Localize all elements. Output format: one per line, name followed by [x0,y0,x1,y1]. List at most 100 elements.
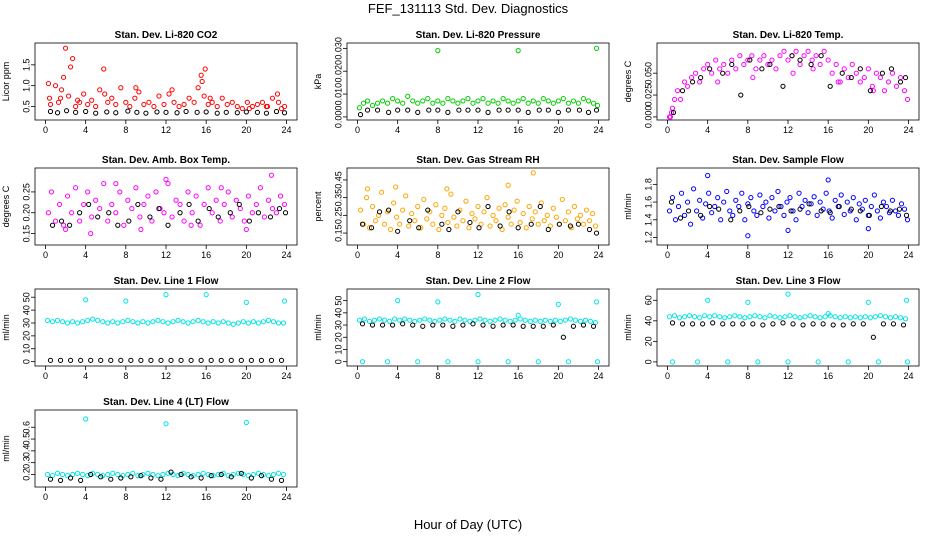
data-point [203,292,209,298]
data-point [239,105,245,112]
x-tick-label: 0 [43,250,48,260]
data-point [666,208,673,214]
data-point [757,192,763,198]
panel-title: Stan. Dev. Sample Flow [732,155,844,166]
data-point [557,318,563,324]
data-point [469,210,475,217]
data-point [758,210,764,216]
data-point [153,189,159,195]
y-tick-label: 30 [333,320,343,330]
data-point [64,320,71,326]
data-point [63,108,70,114]
data-point [829,215,835,221]
data-point [73,103,79,110]
data-point [445,96,451,102]
panel-4: Stan. Dev. Amb. Box Temp. degrees C 0 4 8 12 1… [1,155,298,260]
series-2 [47,469,285,483]
data-point [669,359,676,365]
data-point [466,225,472,231]
data-point [278,357,285,363]
data-point [108,476,114,482]
data-point [198,475,204,481]
data-point [520,96,526,102]
data-point [117,189,123,195]
data-point [732,313,738,319]
data-point [710,320,716,326]
data-point [823,190,829,196]
y-tick-label: 0.4 [21,445,31,458]
data-point [200,470,206,476]
data-point [736,203,742,210]
y-tick-label: 20 [333,332,343,342]
data-point [207,95,213,101]
data-point [385,100,391,106]
data-point [873,70,879,76]
data-point [275,470,282,476]
data-point [168,469,174,475]
data-point [565,107,571,113]
data-point [83,108,89,115]
data-point [245,193,251,199]
x-tick-label: 12 [473,250,483,260]
data-point [186,95,192,101]
y-tick-label: 1.6 [643,196,653,209]
data-point [369,322,376,328]
data-point [202,66,208,72]
data-point [177,201,183,208]
data-point [49,222,56,228]
data-point [220,319,226,325]
data-point [269,205,276,212]
data-point [215,320,221,326]
data-point [198,357,204,363]
data-point [218,471,224,478]
data-point [805,48,811,54]
data-point [59,471,66,478]
data-point [751,208,757,214]
data-point [73,185,79,191]
data-point [265,197,272,203]
x-tick-label: 24 [282,250,292,260]
y-tick-label: 1.0 [21,79,31,92]
y-tick-label: 20 [643,336,653,346]
data-point [106,210,112,216]
data-point [430,322,436,328]
data-point [238,357,244,363]
x-tick-label: 0 [355,250,360,260]
data-point [766,215,772,221]
data-point [811,194,817,200]
data-point [709,210,715,216]
y-tick-label: 0.25 [21,183,31,201]
data-point [85,473,91,479]
x-tick-label: 12 [473,371,483,381]
x-tick-label: 4 [705,371,710,381]
data-point [809,57,815,63]
series-1 [357,170,599,233]
data-point [221,201,227,208]
data-point [410,322,416,328]
data-point [129,205,135,212]
data-point [263,110,270,116]
data-point [853,70,859,76]
y-axis-label: ml/min [623,314,633,341]
x-tick-label: 4 [705,250,710,260]
data-point [770,321,776,327]
data-point [470,321,476,327]
y-tick-label: 0.2 [21,468,31,481]
data-point [874,208,880,214]
data-point [877,215,883,221]
y-tick-label: 0.030 [333,37,343,60]
data-point [46,95,53,101]
data-point [435,107,441,113]
x-tick-label: 24 [282,492,292,502]
data-point [772,208,778,214]
data-point [560,334,566,340]
data-point [170,319,176,325]
data-point [470,100,476,106]
data-point [462,317,468,323]
data-point [575,100,582,106]
data-point [93,103,99,110]
data-point [825,177,831,183]
data-point [412,218,418,224]
data-point [593,107,600,113]
data-point [145,320,151,326]
